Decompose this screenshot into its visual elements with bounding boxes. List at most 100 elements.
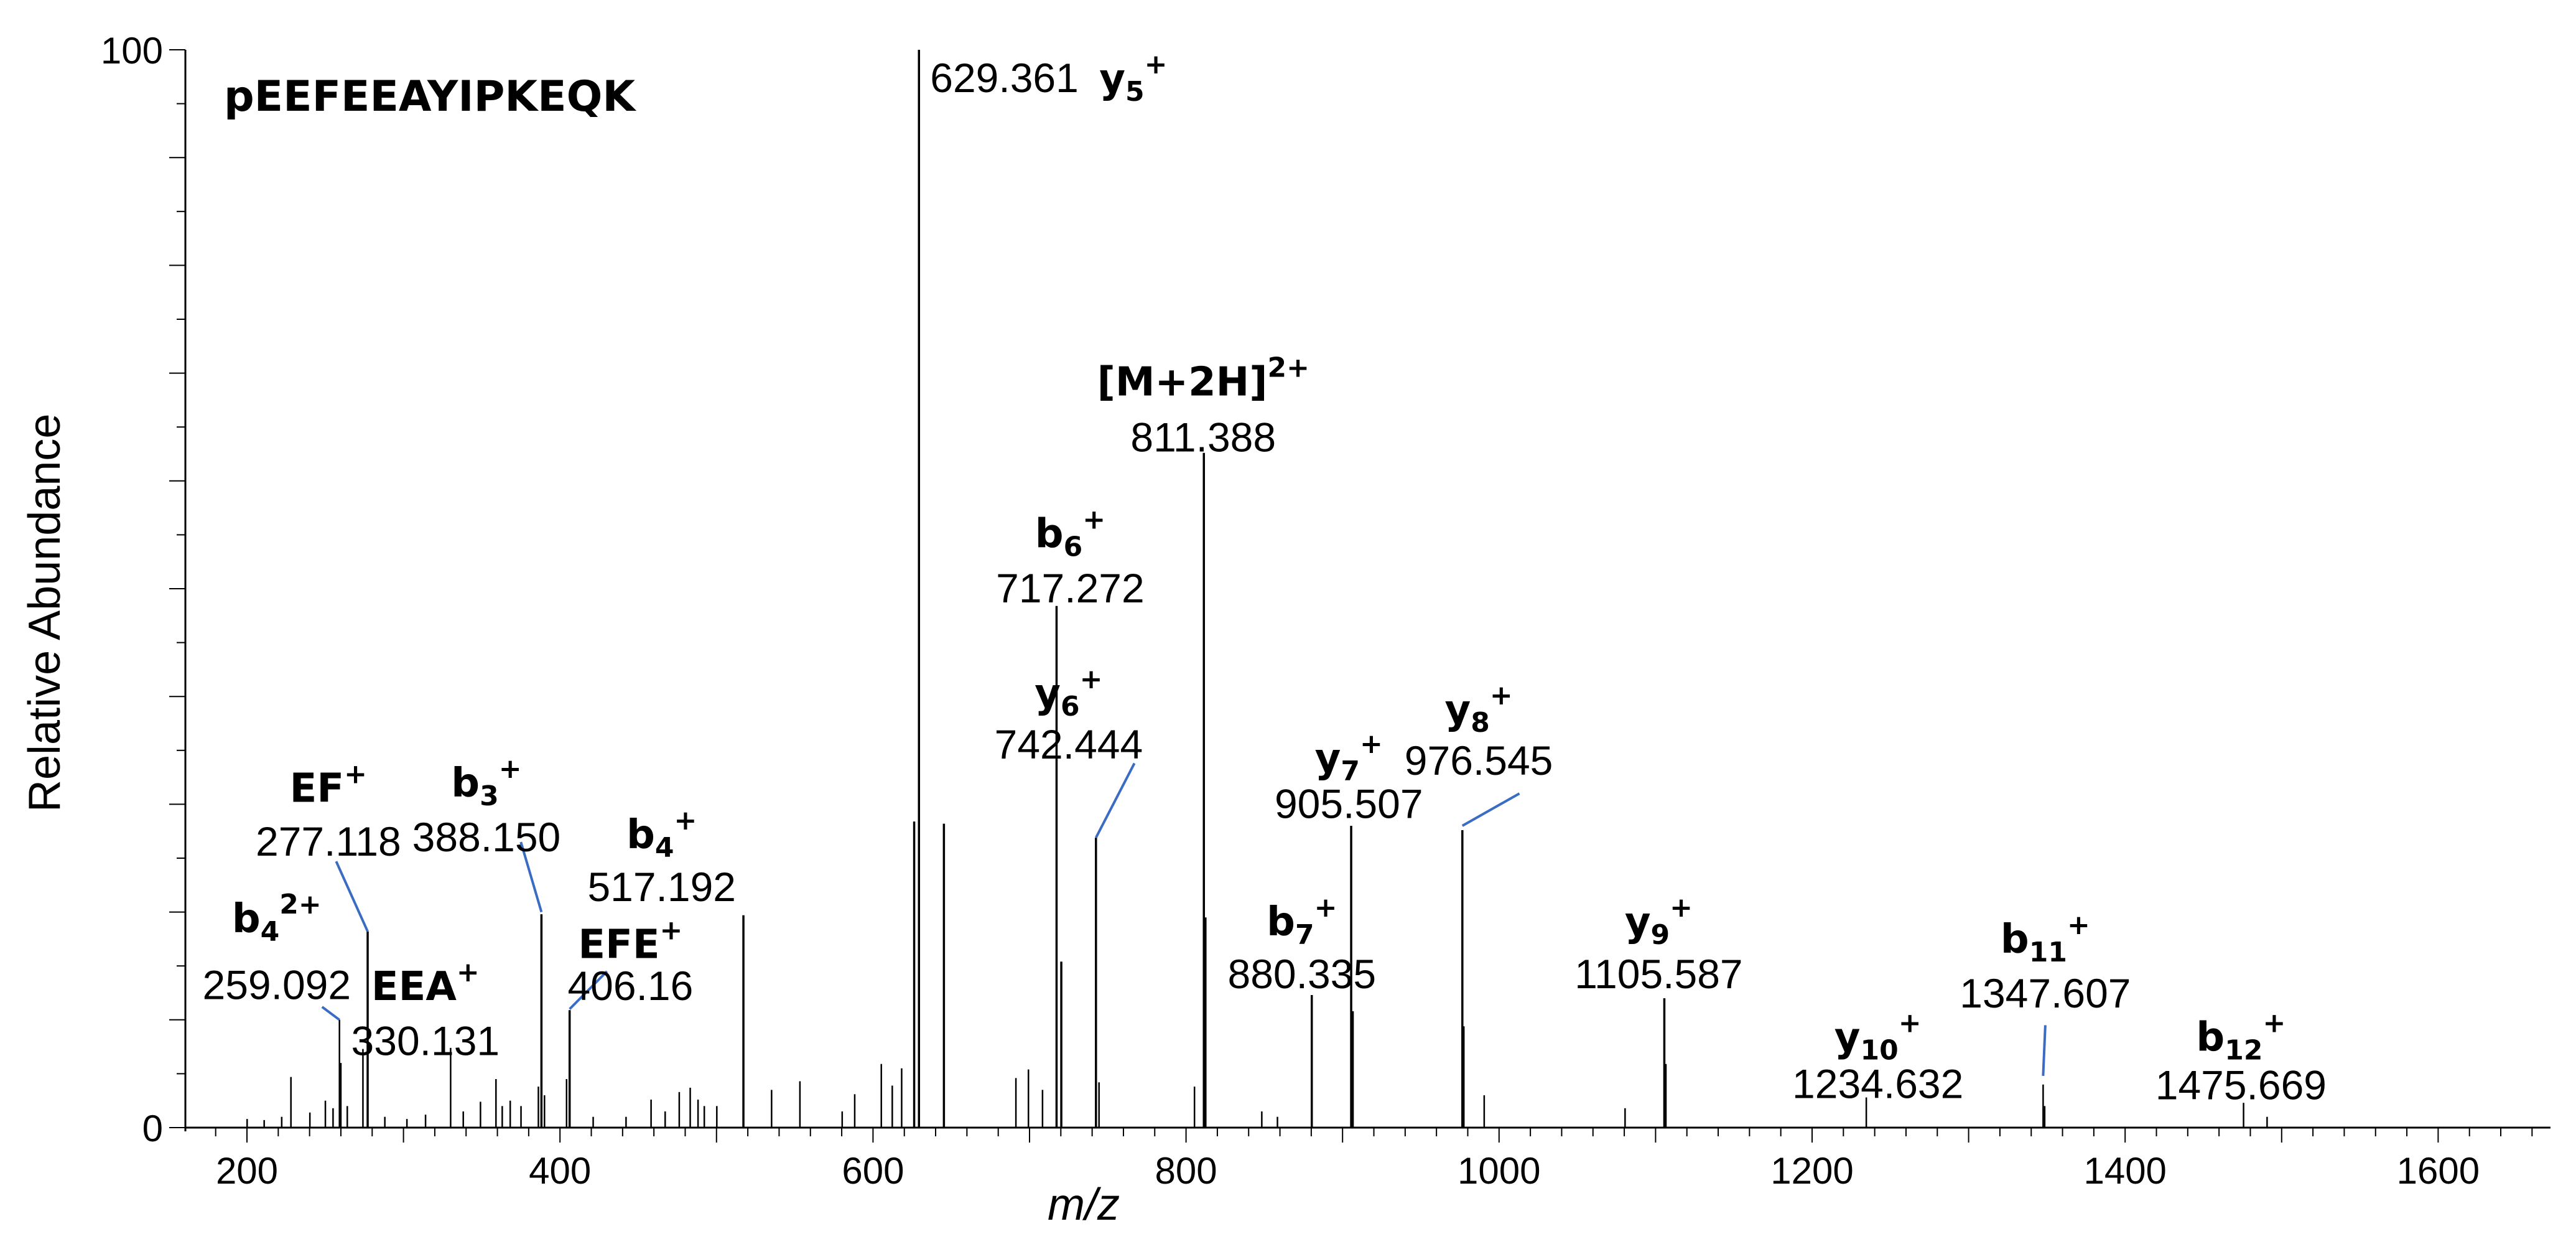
x-axis-title: m/z: [1048, 1180, 1120, 1230]
ion-name: [M+2H]: [1097, 359, 1268, 405]
ion-subscript: 3: [480, 780, 499, 812]
ion-name: EF: [290, 765, 344, 811]
x-tick-label: 1000: [1458, 1150, 1540, 1192]
peak-mz-label: 1234.632: [1792, 1061, 1963, 1107]
peaks: [246, 50, 2268, 1128]
x-tick-label: 1600: [2397, 1150, 2480, 1192]
ion-name: EFE: [578, 922, 659, 968]
peak-mz-label: 517.192: [587, 864, 736, 910]
annotation-leader-lines: [321, 762, 2047, 1076]
ion-superscript: +: [344, 758, 367, 790]
leader-line: [1095, 762, 1136, 839]
peak-mz-label: 811.388: [1130, 414, 1276, 461]
ion-label: y8+: [1444, 680, 1512, 739]
leader-line: [569, 970, 608, 1010]
ion-name: b: [2196, 1015, 2225, 1061]
x-tick-label: 1400: [2083, 1150, 2166, 1192]
ion-name: b: [1035, 512, 1064, 558]
x-tick-label: 200: [216, 1150, 278, 1192]
ion-label: y5+: [1099, 49, 1167, 108]
ion-superscript: +: [2067, 909, 2090, 941]
ion-subscript: 8: [1471, 707, 1490, 739]
y-tick-label: 0: [142, 1108, 163, 1149]
peak-mz-label: 976.545: [1405, 737, 1553, 783]
ion-name: b: [1267, 899, 1295, 945]
peak-mz-label: 1105.587: [1574, 951, 1742, 997]
ion-label: EF+: [290, 758, 367, 811]
ion-superscript: +: [1899, 1008, 1922, 1039]
ion-label: b6+: [1035, 504, 1105, 563]
ion-name: EEA: [371, 964, 457, 1010]
ion-name: b: [626, 812, 655, 858]
peak-mz-label: 717.272: [996, 565, 1145, 611]
ion-subscript: 6: [1061, 691, 1080, 722]
ion-label: b4+: [626, 805, 697, 864]
ion-subscript: 7: [1295, 919, 1314, 951]
ion-label: b12+: [2196, 1008, 2285, 1067]
ion-superscript: +: [2262, 1008, 2285, 1039]
ion-superscript: +: [1360, 728, 1383, 760]
ion-superscript: +: [1490, 680, 1513, 711]
peak-mz-label: 388.150: [412, 814, 561, 860]
ion-label: b7+: [1267, 892, 1337, 951]
peak-mz-label: 406.16: [567, 963, 693, 1009]
x-axis: 200 400 600 800 1000 1200 1400 1600: [185, 1126, 2550, 1192]
ion-name: y: [1834, 1015, 1861, 1061]
ion-superscript: +: [499, 753, 522, 785]
leader-line: [2042, 1025, 2047, 1076]
peak-mz-label: 277.118: [256, 818, 401, 864]
chart-title: pEEFEEAYIPKEQK: [224, 72, 636, 121]
ion-superscript: 2+: [279, 889, 321, 920]
ion-name: y: [1315, 736, 1341, 782]
ion-subscript: 12: [2225, 1035, 2262, 1067]
ion-superscript: +: [674, 805, 697, 836]
peak-annotations: b42+259.092EF+277.118EEA+330.131b3+388.1…: [203, 49, 2327, 1108]
ion-name: b: [232, 896, 261, 942]
ion-superscript: +: [1082, 504, 1105, 536]
peak-mz-label: 880.335: [1227, 951, 1376, 997]
ion-subscript: 7: [1341, 755, 1360, 787]
ion-label: y10+: [1834, 1008, 1922, 1067]
ion-name: y: [1625, 899, 1651, 945]
ion-label: EEA+: [371, 956, 480, 1010]
leader-line: [519, 841, 543, 913]
ion-subscript: 10: [1860, 1035, 1898, 1067]
ion-label: EFE+: [578, 915, 682, 968]
ion-label: [M+2H]2+: [1097, 352, 1309, 405]
peak-mz-label: 905.507: [1275, 780, 1423, 826]
ion-label: y7+: [1315, 728, 1383, 787]
ion-superscript: +: [660, 915, 683, 947]
x-tick-label: 800: [1155, 1150, 1217, 1192]
leader-line: [335, 861, 369, 932]
ion-label: y6+: [1035, 663, 1102, 722]
ion-superscript: +: [1314, 892, 1337, 923]
leader-line: [321, 1006, 340, 1021]
ion-superscript: 2+: [1267, 352, 1309, 383]
ion-name: b: [2001, 917, 2029, 963]
ion-subscript: 9: [1651, 919, 1670, 951]
ion-label: y9+: [1625, 892, 1693, 951]
ion-superscript: +: [1670, 892, 1693, 923]
x-tick-label: 1200: [1770, 1150, 1853, 1192]
x-tick-label: 400: [529, 1150, 591, 1192]
peak-mz-label: 330.131: [351, 1017, 500, 1064]
y-axis: 0 100: [101, 30, 187, 1149]
ion-superscript: +: [1145, 49, 1168, 80]
ion-superscript: +: [1080, 663, 1103, 695]
peak-mz-label: 259.092: [203, 961, 351, 1008]
peak-mz-label: 742.444: [995, 721, 1143, 767]
y-axis-title: Relative Abundance: [20, 414, 70, 812]
ion-subscript: 4: [655, 832, 674, 864]
peak-mz-label: 1347.607: [1960, 970, 2131, 1016]
x-tick-label: 600: [842, 1150, 904, 1192]
ion-name: b: [451, 760, 480, 807]
ion-subscript: 4: [261, 916, 280, 948]
ion-label: b3+: [451, 753, 521, 812]
ion-superscript: +: [457, 956, 480, 988]
ion-subscript: 6: [1064, 531, 1083, 563]
y-tick-label: 100: [101, 30, 163, 72]
ion-subscript: 5: [1125, 76, 1145, 108]
ion-name: y: [1444, 687, 1471, 733]
ion-subscript: 11: [2029, 937, 2067, 968]
